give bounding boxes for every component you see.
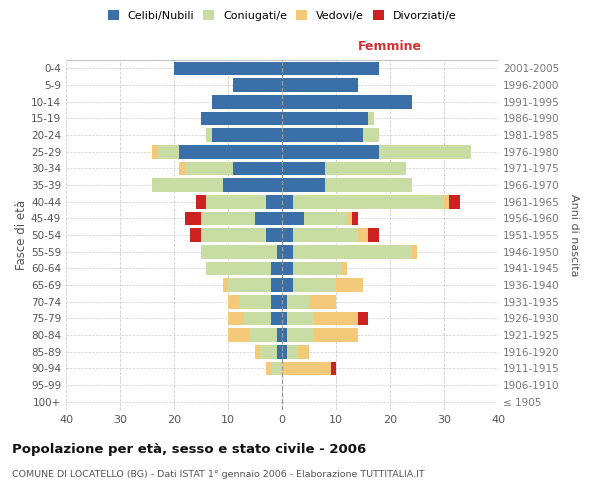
Text: Popolazione per età, sesso e stato civile - 2006: Popolazione per età, sesso e stato civil… — [12, 442, 366, 456]
Bar — [293, 228, 358, 242]
Bar — [282, 178, 325, 192]
Bar — [282, 278, 293, 292]
Bar — [158, 145, 179, 158]
Bar — [287, 345, 298, 358]
Bar — [282, 345, 287, 358]
Bar — [255, 212, 282, 225]
Bar — [298, 345, 309, 358]
Bar — [201, 228, 266, 242]
Bar — [304, 212, 347, 225]
Bar — [179, 145, 282, 158]
Bar — [206, 195, 266, 208]
Bar — [282, 328, 287, 342]
Bar — [282, 95, 412, 108]
Bar — [185, 212, 201, 225]
Bar — [244, 312, 271, 325]
Bar — [271, 312, 282, 325]
Bar — [212, 128, 282, 142]
Bar — [233, 78, 282, 92]
Y-axis label: Fasce di età: Fasce di età — [15, 200, 28, 270]
Bar — [282, 212, 304, 225]
Bar — [228, 328, 250, 342]
Bar — [201, 212, 255, 225]
Bar — [228, 312, 244, 325]
Bar — [271, 278, 282, 292]
Bar — [201, 245, 277, 258]
Bar — [331, 362, 336, 375]
Bar — [336, 278, 363, 292]
Bar — [325, 178, 412, 192]
Bar — [201, 112, 282, 125]
Bar — [250, 328, 277, 342]
Bar — [206, 128, 212, 142]
Bar — [293, 195, 444, 208]
Bar — [341, 262, 347, 275]
Bar — [379, 145, 471, 158]
Bar — [314, 312, 358, 325]
Bar — [185, 162, 233, 175]
Bar — [314, 328, 358, 342]
Bar — [271, 295, 282, 308]
Bar — [287, 295, 309, 308]
Bar — [282, 195, 293, 208]
Text: Femmine: Femmine — [358, 40, 422, 53]
Bar — [282, 362, 331, 375]
Bar — [206, 262, 271, 275]
Bar — [277, 328, 282, 342]
Bar — [277, 345, 282, 358]
Bar — [196, 195, 206, 208]
Bar — [282, 62, 379, 75]
Bar — [363, 128, 379, 142]
Bar — [282, 295, 287, 308]
Text: COMUNE DI LOCATELLO (BG) - Dati ISTAT 1° gennaio 2006 - Elaborazione TUTTITALIA.: COMUNE DI LOCATELLO (BG) - Dati ISTAT 1°… — [12, 470, 425, 479]
Bar — [282, 112, 368, 125]
Bar — [282, 245, 293, 258]
Bar — [352, 212, 358, 225]
Bar — [368, 228, 379, 242]
Bar — [152, 178, 223, 192]
Bar — [282, 145, 379, 158]
Bar — [282, 78, 358, 92]
Bar — [228, 278, 271, 292]
Bar — [293, 278, 336, 292]
Bar — [282, 228, 293, 242]
Bar — [239, 295, 271, 308]
Y-axis label: Anni di nascita: Anni di nascita — [569, 194, 579, 276]
Bar — [255, 345, 260, 358]
Bar — [412, 245, 417, 258]
Bar — [152, 145, 158, 158]
Bar — [282, 162, 325, 175]
Bar — [174, 62, 282, 75]
Bar — [282, 262, 293, 275]
Bar — [368, 112, 374, 125]
Bar — [228, 295, 239, 308]
Legend: Celibi/Nubili, Coniugati/e, Vedovi/e, Divorziati/e: Celibi/Nubili, Coniugati/e, Vedovi/e, Di… — [106, 8, 458, 23]
Bar — [449, 195, 460, 208]
Bar — [282, 312, 287, 325]
Bar — [287, 328, 314, 342]
Bar — [266, 362, 271, 375]
Bar — [293, 262, 341, 275]
Bar — [277, 245, 282, 258]
Bar — [179, 162, 185, 175]
Bar — [309, 295, 336, 308]
Bar — [282, 128, 363, 142]
Bar — [287, 312, 314, 325]
Bar — [266, 195, 282, 208]
Bar — [347, 212, 352, 225]
Bar — [271, 262, 282, 275]
Bar — [190, 228, 201, 242]
Bar — [233, 162, 282, 175]
Bar — [271, 362, 282, 375]
Bar — [212, 95, 282, 108]
Bar — [325, 162, 406, 175]
Bar — [444, 195, 449, 208]
Bar — [223, 278, 228, 292]
Bar — [358, 228, 368, 242]
Bar — [358, 312, 368, 325]
Bar — [260, 345, 277, 358]
Bar — [266, 228, 282, 242]
Bar — [293, 245, 412, 258]
Bar — [223, 178, 282, 192]
